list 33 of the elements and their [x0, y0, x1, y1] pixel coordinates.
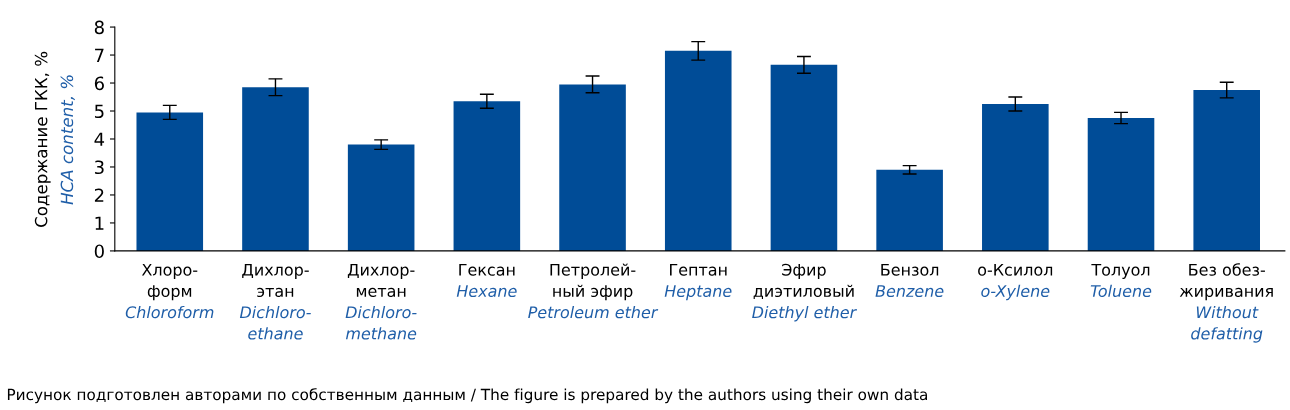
y-tick-label: 7	[95, 48, 104, 62]
x-tick-label: Дихлор- метан Dichloro- methane	[345, 263, 417, 340]
x-tick-label: Дихлор- этан Dichloro- ethane	[239, 263, 311, 340]
x-tick-label: Петролей- ный эфир Petroleum ether	[528, 263, 659, 319]
bar	[982, 104, 1049, 251]
y-tick-label: 1	[95, 216, 104, 230]
bar	[136, 112, 204, 251]
x-tick-label: Гексан Hexane	[456, 263, 517, 298]
x-tick-label: Бензол Benzene	[875, 263, 944, 298]
bar	[1193, 90, 1260, 251]
x-tick-label: Толуол Toluene	[1090, 263, 1152, 298]
x-tick-label: Без обез- жиривания Without defatting	[1179, 263, 1273, 343]
y-tick-label: 3	[94, 160, 104, 175]
y-tick-label: 0	[94, 244, 104, 259]
text: Рисунок подготовлен авторами по собственным данным / The figure is prepared by the authors using their own data	[7, 388, 927, 404]
bar	[347, 144, 415, 251]
y-tick-label: 8	[94, 20, 104, 35]
bar	[770, 64, 838, 251]
x-tick-label: о-Ксилол o-Xylene	[978, 263, 1053, 301]
bar	[1087, 118, 1155, 251]
x-tick-label: Эфир диэтиловый Diethyl ether	[752, 263, 858, 322]
bar	[242, 87, 309, 251]
x-tick-label: Гептан Heptane	[664, 263, 732, 301]
y-axis-title: Содержание ГКК, % HCA content, %	[34, 51, 75, 227]
y-tick-label: 5	[94, 104, 104, 119]
bar	[664, 50, 732, 251]
y-tick-label: 6	[94, 76, 104, 91]
x-tick-label: Хлоро- форм Chloroform	[125, 263, 214, 319]
y-tick-label: 2	[94, 188, 104, 202]
bar	[876, 169, 943, 251]
y-tick-label: 4	[94, 132, 105, 146]
bar	[453, 101, 521, 251]
bar	[559, 84, 626, 251]
